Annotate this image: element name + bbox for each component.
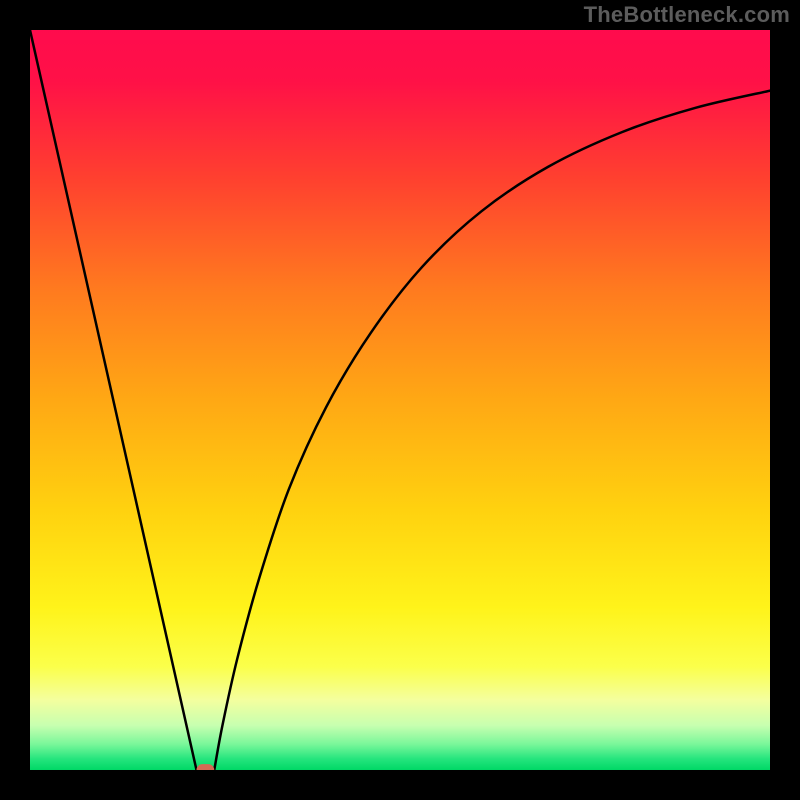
chart-frame — [0, 0, 800, 800]
bottleneck-chart — [0, 0, 800, 800]
watermark-text: TheBottleneck.com — [584, 2, 790, 28]
plot-background — [30, 30, 770, 770]
